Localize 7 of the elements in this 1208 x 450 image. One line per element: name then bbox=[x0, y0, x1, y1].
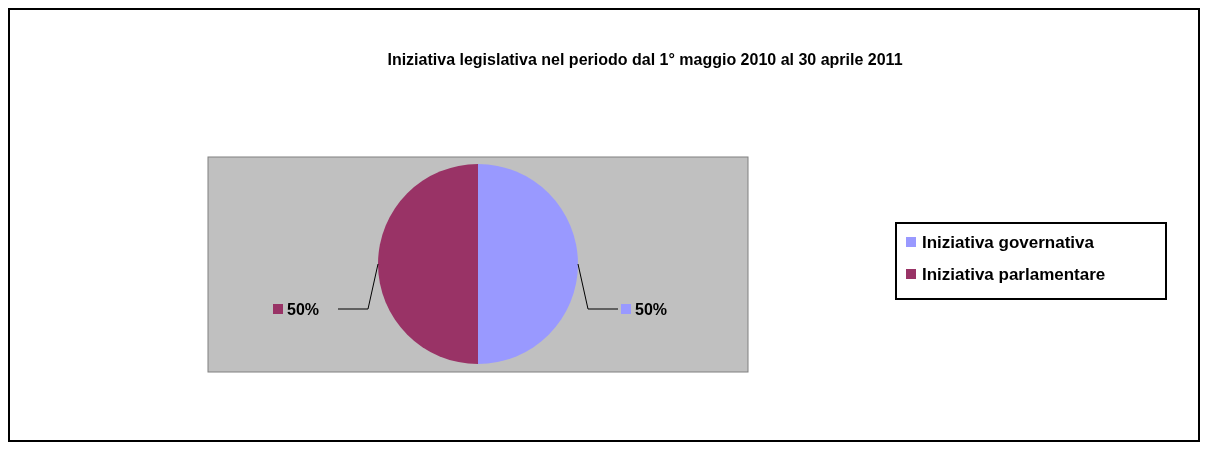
legend-label: Iniziativa governativa bbox=[922, 233, 1095, 252]
legend-label: Iniziativa parlamentare bbox=[922, 265, 1106, 284]
pie-slice bbox=[478, 164, 578, 364]
data-label: 50% bbox=[287, 301, 320, 318]
pie-slice bbox=[378, 164, 478, 364]
data-label: 50% bbox=[635, 301, 668, 318]
chart-title: Iniziativa legislativa nel periodo dal 1° maggio 2010 al 30 aprile 2011 bbox=[387, 51, 903, 68]
